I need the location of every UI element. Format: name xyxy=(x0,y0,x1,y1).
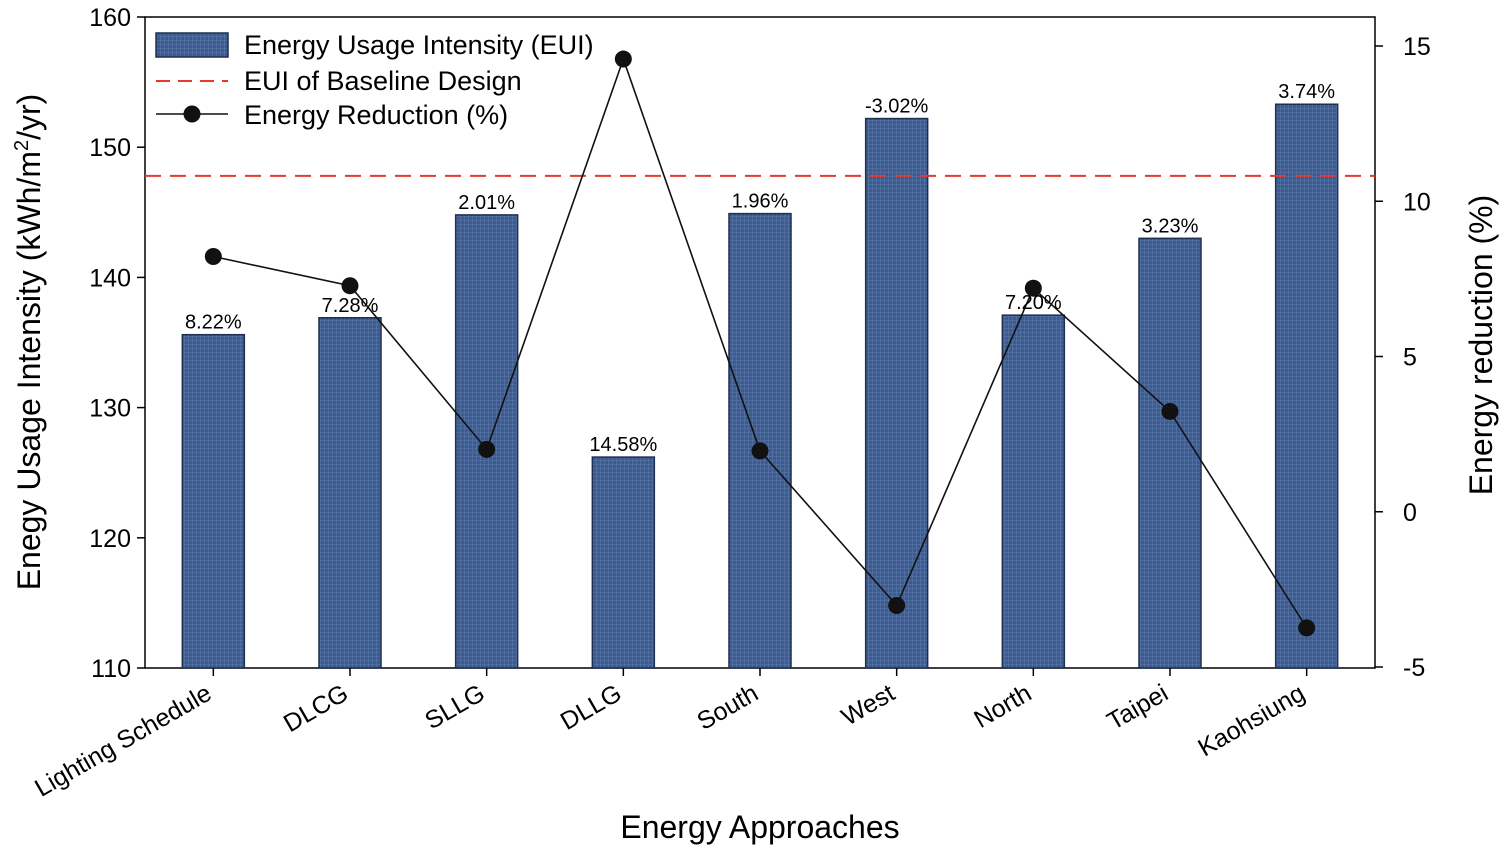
right-y-axis-title: Energy reduction (%) xyxy=(1463,195,1499,496)
right-tick-label: 15 xyxy=(1403,33,1431,61)
right-y-axis: -5 0 5 10 15 xyxy=(1375,33,1431,682)
bar-south xyxy=(728,212,792,669)
bar-data-label: 3.74% xyxy=(1278,81,1335,103)
legend-label-reduction: Energy Reduction (%) xyxy=(244,100,508,130)
bar-data-label: 7.28% xyxy=(322,295,379,317)
right-tick-label: 5 xyxy=(1403,344,1417,372)
bar-taipei xyxy=(1138,237,1202,669)
left-y-axis-title: Enegy Usage Intensity (kWh/m2/yr) xyxy=(11,94,47,591)
x-category-label: Taipei xyxy=(1102,679,1173,736)
bar-dllg xyxy=(591,456,656,669)
reduction-point-south xyxy=(751,442,769,460)
right-tick-label: -5 xyxy=(1403,654,1425,682)
x-category-label: North xyxy=(969,679,1036,734)
bar-data-label: 8.22% xyxy=(185,312,242,334)
bar-data-label: -3.02% xyxy=(865,96,929,118)
left-y-axis: 110 120 130 140 150 160 xyxy=(89,4,145,683)
bar-kaohsiung xyxy=(1274,103,1339,669)
bar-dlcg xyxy=(318,317,382,669)
legend-swatch-reduction-marker xyxy=(183,105,201,123)
left-tick-label: 140 xyxy=(89,264,131,292)
reduction-line-group xyxy=(204,50,1316,637)
left-tick-label: 150 xyxy=(89,134,131,162)
left-tick-label: 120 xyxy=(89,525,131,553)
reduction-point-taipei xyxy=(1161,402,1179,420)
legend-label-eui: Energy Usage Intensity (EUI) xyxy=(244,30,594,60)
reduction-point-sllg xyxy=(478,440,496,458)
bar-data-label: 7.20% xyxy=(1005,292,1062,314)
left-y-axis-title-main: Enegy Usage Intensity (kWh/m xyxy=(11,151,47,590)
left-tick-label: 110 xyxy=(91,655,131,683)
x-category-label: South xyxy=(692,679,763,736)
bar-data-label: 3.23% xyxy=(1142,215,1199,237)
x-category-label: West xyxy=(837,679,900,732)
x-category-label: Lighting Schedule xyxy=(30,679,216,803)
bar-lighting-schedule xyxy=(181,333,246,669)
x-category-label: DLCG xyxy=(279,679,353,738)
bar-series-group xyxy=(181,103,1339,669)
reduction-point-north xyxy=(1024,279,1042,297)
x-category-label: SLLG xyxy=(420,679,489,735)
left-tick-label: 130 xyxy=(89,395,131,423)
bar-west xyxy=(864,117,929,669)
bar-data-label: 1.96% xyxy=(732,191,789,213)
reduction-point-kaohsiung xyxy=(1298,619,1316,637)
x-category-label: Kaohsiung xyxy=(1193,679,1309,762)
bar-north xyxy=(1001,314,1066,669)
reduction-point-dlcg xyxy=(341,277,359,295)
bar-data-label: 2.01% xyxy=(458,192,515,214)
bar-data-labels-group: 8.22% 7.28% 2.01% 14.58% 1.96% -3.02% 7.20% 3.2… xyxy=(185,81,1335,456)
right-tick-label: 0 xyxy=(1403,499,1417,527)
reduction-point-lighting-schedule xyxy=(204,248,222,266)
legend-swatch-eui xyxy=(155,32,229,58)
x-axis-title: Energy Approaches xyxy=(620,809,899,845)
reduction-point-dllg xyxy=(614,50,632,68)
left-tick-label: 160 xyxy=(89,4,131,32)
left-y-axis-title-tail: /yr) xyxy=(11,94,47,140)
x-axis: Lighting Schedule DLCG SLLG DLLG South West No… xyxy=(30,668,1310,803)
legend: Energy Usage Intensity (EUI) EUI of Base… xyxy=(155,30,594,130)
reduction-point-west xyxy=(888,597,906,615)
bar-data-label: 14.58% xyxy=(589,434,657,456)
right-tick-label: 10 xyxy=(1403,188,1431,216)
x-category-label: DLLG xyxy=(556,679,627,736)
legend-label-baseline: EUI of Baseline Design xyxy=(244,66,522,96)
left-y-axis-title-superscript: 2 xyxy=(11,140,33,151)
